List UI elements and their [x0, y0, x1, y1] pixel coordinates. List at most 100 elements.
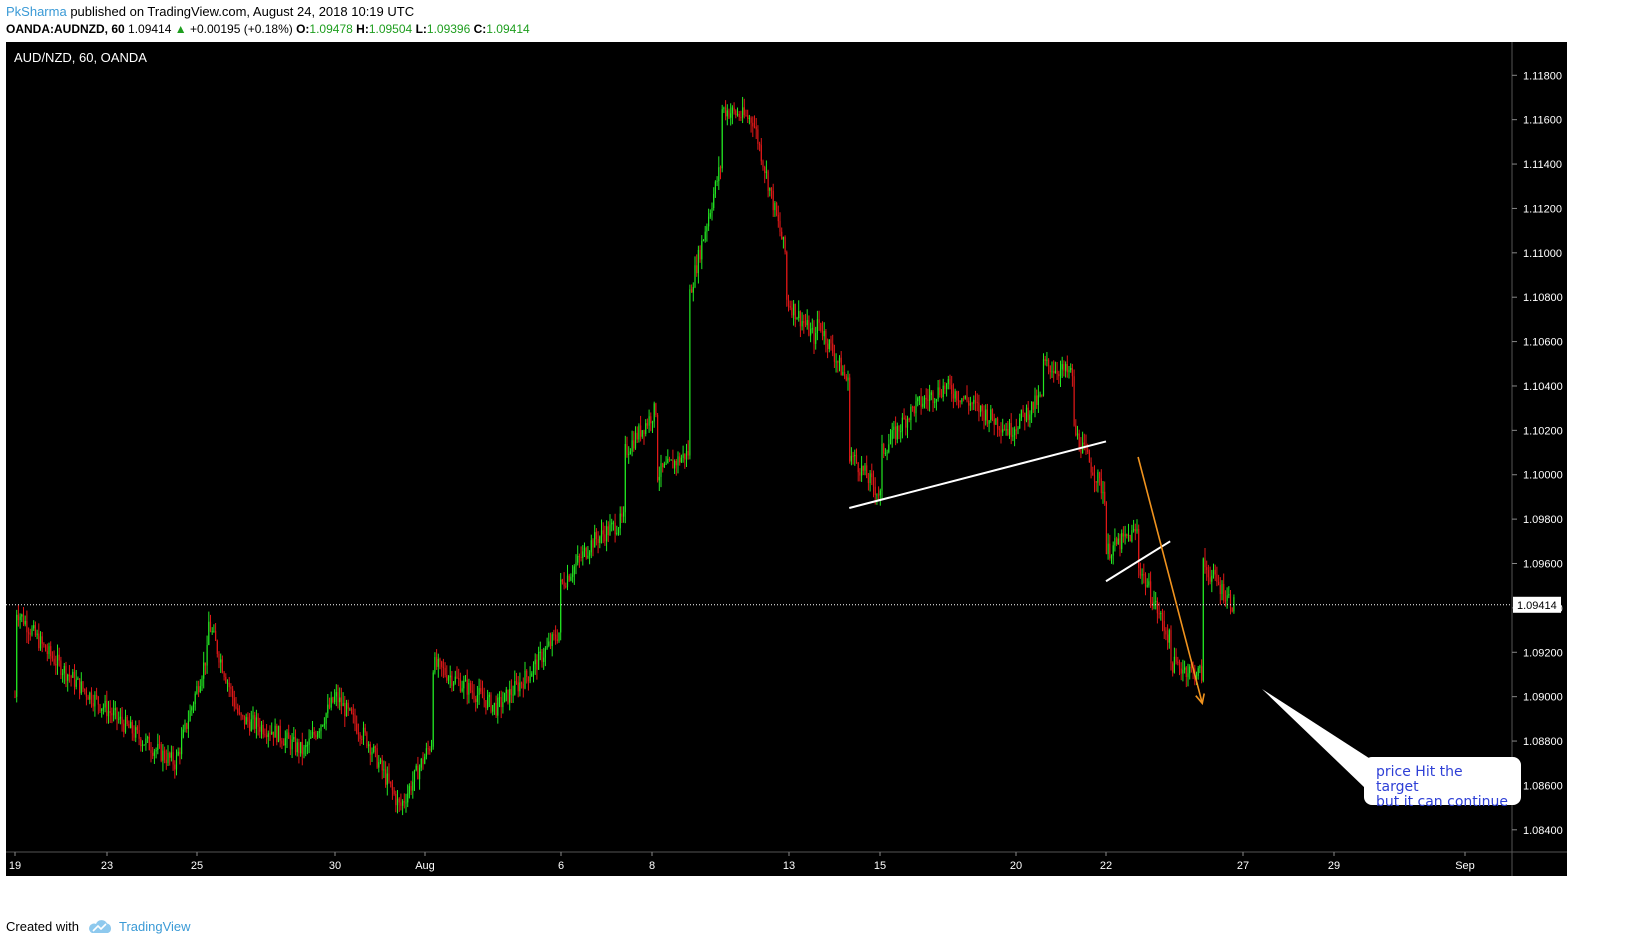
candle-body [529, 676, 531, 682]
candle-body [680, 457, 682, 463]
candle-body [738, 113, 740, 118]
candle-body [24, 620, 26, 625]
candle-body [1155, 600, 1157, 602]
candle-body [352, 713, 354, 715]
candle-body [495, 702, 497, 716]
candle-body [1138, 529, 1140, 568]
candle-body [787, 299, 790, 306]
candle-body [359, 734, 361, 739]
candle-body [604, 534, 606, 542]
tradingview-brand[interactable]: TradingView [87, 919, 191, 934]
candle-body [291, 739, 293, 750]
candle-body [1088, 452, 1090, 463]
candle-body [480, 688, 482, 692]
candle-body [844, 372, 846, 377]
candle-body [1042, 359, 1045, 396]
candle-body [483, 698, 485, 701]
candle-body [38, 633, 40, 649]
trendline[interactable] [849, 440, 1107, 509]
candle-body [565, 586, 567, 588]
candle-body [549, 641, 552, 646]
candle-body [395, 794, 397, 806]
candle-body [651, 421, 654, 424]
candle-body [645, 423, 647, 435]
candle-body [806, 320, 808, 326]
candle-body [942, 385, 944, 398]
candle-body [1075, 425, 1077, 436]
candle-body [1107, 543, 1109, 554]
candle-body [1178, 662, 1181, 669]
candle-body [424, 756, 426, 764]
candle-body [961, 398, 963, 403]
candle-body [391, 783, 393, 791]
candle-body [910, 406, 912, 421]
candle-body [1093, 475, 1096, 482]
candle-body [218, 653, 220, 663]
candle-body [1017, 428, 1019, 430]
trendline[interactable] [1105, 540, 1171, 583]
candle-body [284, 738, 286, 746]
candle-body [974, 399, 977, 402]
candle-body [762, 161, 764, 168]
candle-body [378, 762, 380, 768]
candle-body [266, 734, 268, 737]
candle-body [228, 682, 230, 688]
candle-body [456, 676, 458, 679]
candle-body [1051, 371, 1053, 373]
candle-body [21, 614, 23, 617]
candle-body [381, 759, 383, 771]
candle-body [490, 694, 492, 712]
candle-body [419, 767, 421, 780]
candle-body [140, 738, 142, 747]
candle-body [187, 721, 189, 729]
candle-body [840, 357, 842, 376]
y-tick-label: 1.11200 [1523, 203, 1562, 215]
candle-body [191, 707, 193, 711]
candle-body [1022, 409, 1024, 413]
candle-body [174, 764, 176, 770]
candle-body [728, 110, 730, 118]
high-value: 1.09504 [368, 22, 413, 36]
candle-body [497, 697, 499, 716]
candle-body [242, 715, 244, 717]
candle-body [878, 494, 880, 496]
candle-body [872, 477, 875, 487]
candle-body [971, 403, 973, 405]
y-tick-label: 1.09600 [1523, 559, 1563, 571]
y-tick-label: 1.09000 [1523, 692, 1563, 704]
candle-body [441, 661, 443, 667]
candle-body [988, 420, 990, 424]
candle-body [182, 729, 184, 738]
candle-body [90, 692, 93, 704]
candle-body [41, 636, 43, 644]
candle-body [277, 725, 280, 743]
candle-body [107, 710, 110, 717]
candle-body [993, 419, 995, 425]
candle-body [517, 682, 519, 692]
candle-body [220, 659, 222, 663]
candle-body [498, 697, 501, 699]
target-arrow[interactable] [1137, 456, 1204, 704]
candle-body [1167, 634, 1169, 643]
candle-body [447, 677, 450, 681]
candle-body [1173, 656, 1175, 673]
candle-body [628, 453, 630, 455]
candle-body [223, 672, 225, 677]
candle-body [825, 331, 827, 344]
candle-body [109, 710, 111, 714]
candle-body [541, 651, 543, 663]
candle-body [684, 453, 686, 460]
candle-body [864, 465, 866, 471]
candle-body [60, 660, 62, 676]
candle-body [123, 723, 125, 733]
candle-body [772, 190, 774, 211]
candle-body [332, 697, 334, 703]
candle-body [152, 752, 154, 756]
candle-body [46, 651, 48, 655]
candle-body [417, 765, 419, 780]
callout-line-2: but it can continue [1376, 794, 1509, 810]
candle-body [160, 744, 162, 761]
candle-body [578, 556, 580, 558]
author-link[interactable]: PkSharma [6, 4, 67, 19]
